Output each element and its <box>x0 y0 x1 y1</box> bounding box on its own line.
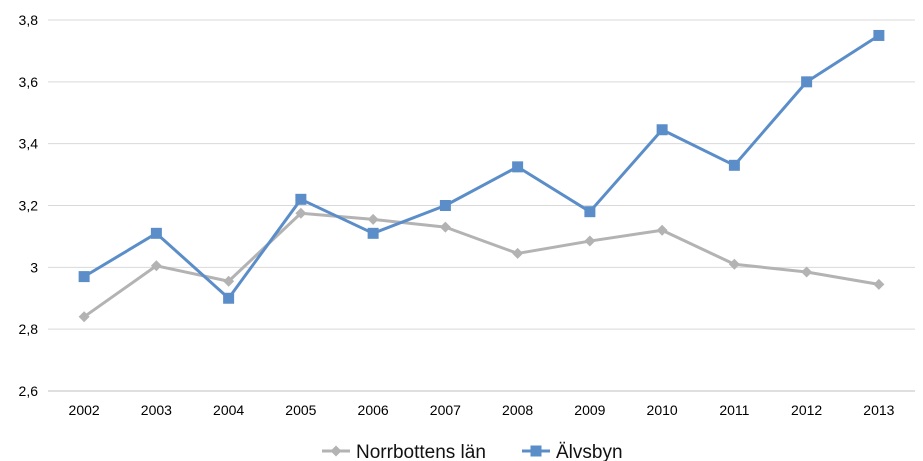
legend: Norrbottens län Älvsbyn <box>322 442 623 461</box>
data-point-alvsbyn <box>801 76 813 88</box>
legend-label: Älvsbyn <box>556 442 623 461</box>
y-tick-label: 2,6 <box>19 383 39 399</box>
series-line-norrbottens-lan <box>83 211 880 319</box>
legend-label: Norrbottens län <box>356 442 486 461</box>
data-point-alvsbyn <box>367 227 379 239</box>
y-tick-label: 2,8 <box>19 321 39 337</box>
data-point-norrbottens-lan <box>656 224 668 236</box>
legend-marker <box>530 445 542 457</box>
series-alvsbyn <box>78 29 885 304</box>
data-point-norrbottens-lan <box>584 235 596 247</box>
x-tick-label: 2003 <box>141 402 172 418</box>
x-tick-label: 2005 <box>285 402 316 418</box>
data-point-alvsbyn <box>728 159 740 171</box>
data-point-norrbottens-lan <box>367 213 379 225</box>
data-point-norrbottens-lan <box>78 311 90 323</box>
legend-item-alvsbyn: Älvsbyn <box>522 442 623 461</box>
data-point-alvsbyn <box>295 193 307 205</box>
y-tick-label: 3,2 <box>19 198 39 214</box>
gridlines <box>48 19 915 330</box>
y-tick-label: 3,4 <box>19 136 39 152</box>
data-point-norrbottens-lan <box>439 221 451 233</box>
data-point-alvsbyn <box>512 161 524 173</box>
x-tick-label: 2010 <box>647 402 678 418</box>
data-point-alvsbyn <box>439 200 451 211</box>
data-point-norrbottens-lan <box>295 207 307 219</box>
x-tick-label: 2004 <box>213 402 244 418</box>
x-tick-label: 2012 <box>791 402 822 418</box>
x-axis-labels: 2002 2003 2004 2005 2006 2007 2008 2009 2010 2011… <box>69 402 895 418</box>
series-line-alvsbyn <box>83 34 880 300</box>
data-point-alvsbyn <box>78 271 90 283</box>
y-tick-label: 3,8 <box>19 12 39 28</box>
series-norrbottens-lan <box>78 207 885 323</box>
data-point-norrbottens-lan <box>801 266 813 278</box>
data-point-alvsbyn <box>150 227 162 239</box>
data-point-norrbottens-lan <box>512 247 524 259</box>
x-tick-label: 2008 <box>502 402 533 418</box>
data-point-alvsbyn <box>656 124 668 136</box>
data-point-alvsbyn <box>584 206 596 218</box>
x-tick-label: 2013 <box>863 402 894 418</box>
data-point-alvsbyn <box>223 292 235 304</box>
data-point-alvsbyn <box>873 29 885 41</box>
x-tick-label: 2009 <box>574 402 605 418</box>
y-axis-labels: 2,6 2,8 3 3,2 3,4 3,6 3,8 <box>19 12 39 399</box>
series-layer <box>78 29 885 323</box>
x-tick-label: 2007 <box>430 402 461 418</box>
x-tick-label: 2011 <box>719 402 749 418</box>
y-tick-label: 3,6 <box>19 74 39 90</box>
data-point-norrbottens-lan <box>728 258 740 270</box>
x-tick-label: 2002 <box>69 402 100 418</box>
legend-marker <box>330 445 342 457</box>
data-point-norrbottens-lan <box>150 260 162 272</box>
data-point-norrbottens-lan <box>223 275 235 287</box>
x-tick-label: 2006 <box>358 402 389 418</box>
data-point-norrbottens-lan <box>873 278 885 290</box>
legend-item-norrbottens-lan: Norrbottens län <box>322 442 486 461</box>
y-tick-label: 3 <box>30 259 38 275</box>
